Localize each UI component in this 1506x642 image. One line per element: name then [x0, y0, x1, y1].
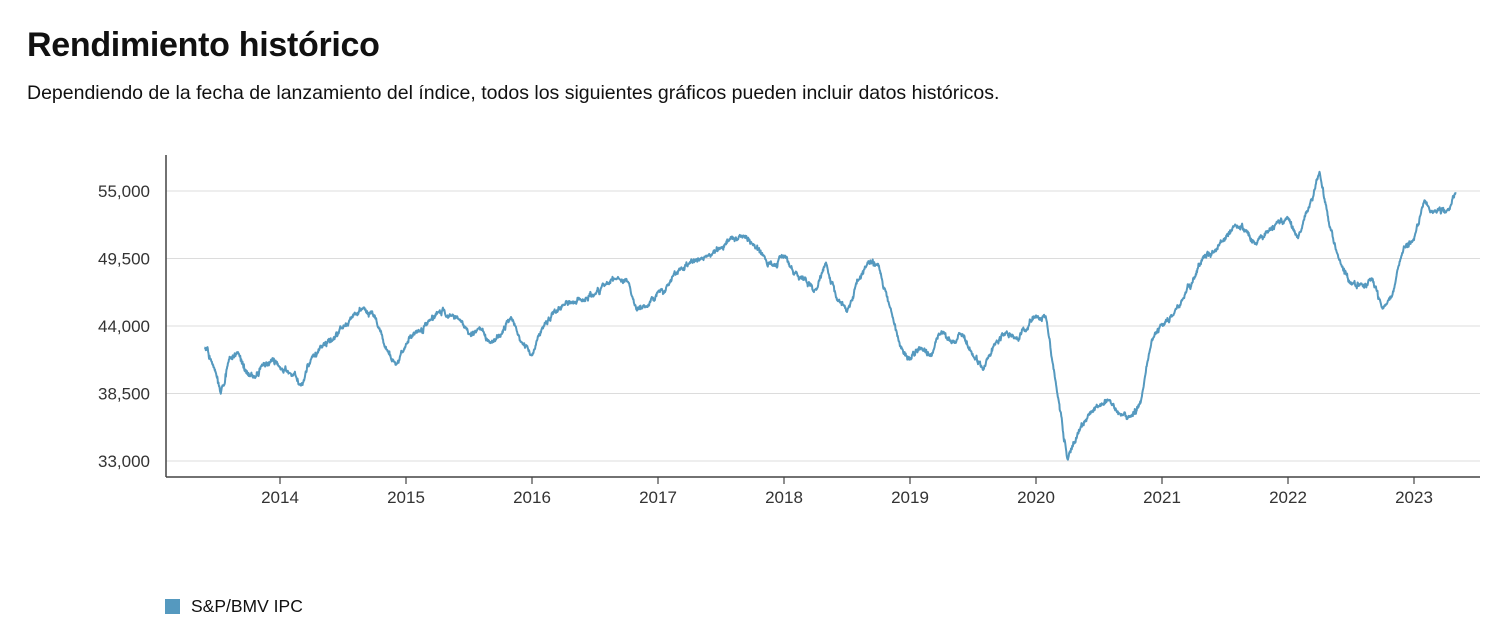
y-tick-label: 33,000 — [98, 452, 150, 471]
legend-swatch — [165, 599, 180, 614]
x-tick-label: 2023 — [1395, 488, 1433, 507]
x-tick-label: 2014 — [261, 488, 299, 507]
x-tick-labels: 2014 2015 2016 2017 2018 2019 2020 2021 2022 2023 — [261, 477, 1433, 507]
y-tick-labels: 33,000 38,500 44,000 49,500 55,000 — [98, 182, 150, 471]
x-tick-label: 2020 — [1017, 488, 1055, 507]
x-tick-label: 2021 — [1143, 488, 1181, 507]
x-tick-label: 2017 — [639, 488, 677, 507]
series-line — [203, 170, 1457, 461]
y-tick-label: 55,000 — [98, 182, 150, 201]
page-subtitle: Dependiendo de la fecha de lanzamiento d… — [27, 82, 1000, 104]
legend-label: S&P/BMV IPC — [191, 596, 303, 616]
x-tick-label: 2015 — [387, 488, 425, 507]
axes — [165, 155, 1480, 478]
x-tick-label: 2019 — [891, 488, 929, 507]
series-layer — [203, 170, 1457, 461]
y-tick-label: 44,000 — [98, 317, 150, 336]
x-tick-label: 2016 — [513, 488, 551, 507]
page-title: Rendimiento histórico — [27, 26, 380, 64]
y-tick-label: 49,500 — [98, 250, 150, 269]
x-tick-label: 2018 — [765, 488, 803, 507]
y-tick-label: 38,500 — [98, 385, 150, 404]
x-tick-label: 2022 — [1269, 488, 1307, 507]
legend: S&P/BMV IPC — [165, 596, 303, 617]
gridlines — [166, 190, 1480, 462]
